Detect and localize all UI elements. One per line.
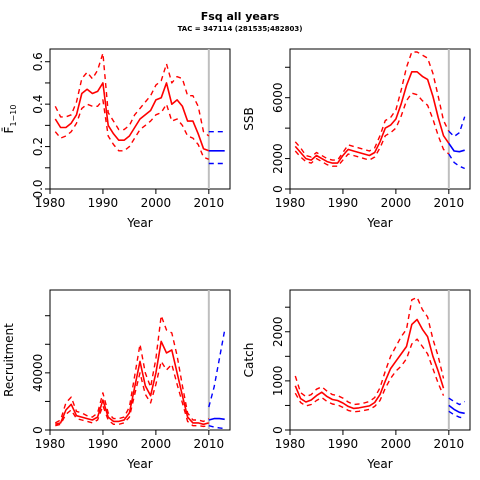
ssb-xlabel: Year [366,216,392,230]
ssb-ytick-label: 2000 [271,143,285,174]
catch-xlabel: Year [366,457,392,471]
ssb-lower-line [294,92,450,167]
figure-subtitle: TAC = 347114 (281535;482803) [178,25,303,33]
ssb-xtick-label: 1990 [328,196,359,210]
fbar-ytick-label: 0.0 [31,179,45,198]
catch-xtick-label: 2010 [434,437,465,451]
ssb-plot [294,49,466,189]
catch-forecast-upper-line [448,397,466,406]
catch-ytick-label: 2000 [271,316,285,347]
catch-panel: 1980 1990 2000 2010 0 1000 2000 Year Catch [242,289,471,471]
catch-ylabel: Catch [242,343,256,378]
ssb-panel: 1980 1990 2000 2010 0 2000 6000 Year SSB [242,48,471,230]
ssb-xtick-label: 1980 [275,196,306,210]
recruitment-panel: 1980 1990 2000 2010 0 40000 Year Recruitment [2,289,231,471]
figure-title: Fsq all years [201,10,280,23]
catch-ytick-label: 1000 [271,366,285,397]
ssb-forecast-lower-line [448,153,465,170]
fbar-estimate-line [54,82,210,152]
fbar-xtick-label: 2010 [194,196,225,210]
fbar-xlabel: Year [126,216,152,230]
ssb-xtick-label: 2010 [434,196,465,210]
recruitment-ytick-label: 40000 [31,354,45,392]
fbar-ylabel-subscript: 1−10 [9,105,18,127]
catch-estimate-line [294,318,445,410]
ssb-upper-line [294,51,450,161]
ssb-frame [289,48,471,190]
recruitment-frame [49,289,231,431]
catch-forecast-lower-line [448,410,465,419]
ssb-xtick-label: 2000 [381,196,412,210]
fbar-panel: 1980 1990 2000 2010 0.0 0.2 0.4 0.6 Year F̄1−10 [2,48,231,230]
recruitment-lower-line [55,360,209,428]
fbar-xtick-label: 1990 [88,196,119,210]
fbar-upper-line [54,52,210,137]
ssb-estimate-line [294,71,450,164]
catch-plot [294,290,466,430]
recruitment-xlabel: Year [126,457,152,471]
ssb-ylabel: SSB [242,107,256,130]
catch-ytick-label: 0 [271,426,285,434]
recruitment-ylabel: Recruitment [2,323,16,397]
catch-xtick-label: 2000 [381,437,412,451]
recruitment-forecast-upper-line [208,329,226,408]
fbar-frame [49,48,231,190]
ssb-ytick-label: 6000 [271,82,285,113]
recruitment-xtick-label: 2010 [194,437,225,451]
catch-xtick-label: 1990 [328,437,359,451]
recruitment-forecast-estimate-line [208,417,225,421]
fbar-xtick-label: 2000 [141,196,172,210]
recruitment-estimate-line [55,340,210,426]
ssb-ytick-label: 0 [271,185,285,193]
recruitment-ytick-label: 0 [31,426,45,434]
ssb-forecast-upper-line [448,116,466,138]
catch-upper-line [294,296,445,406]
fbar-ytick-label: 0.2 [31,137,45,156]
fbar-ylabel: F̄1−10 [2,105,18,134]
fbar-ytick-label: 0.6 [31,52,45,71]
panels: 1980 1990 2000 20100.00.20.40.6YearF̄1−1019… [2,48,471,471]
recruitment-xtick-label: 1980 [35,437,66,451]
catch-forecast-estimate-line [448,404,465,415]
fbar-xtick-label: 1980 [35,196,66,210]
fbar-plot [54,49,225,189]
recruitment-forecast-lower-line [208,425,225,430]
recruitment-plot [54,290,226,430]
catch-lower-line [294,338,445,413]
recruitment-upper-line [54,315,210,424]
fbar-ytick-label: 0.4 [31,95,45,114]
catch-xtick-label: 1980 [275,437,306,451]
catch-frame [289,289,471,431]
recruitment-xtick-label: 2000 [141,437,172,451]
fbar-lower-line [54,99,210,160]
recruitment-xtick-label: 1990 [88,437,119,451]
ssb-forecast-estimate-line [448,142,465,153]
